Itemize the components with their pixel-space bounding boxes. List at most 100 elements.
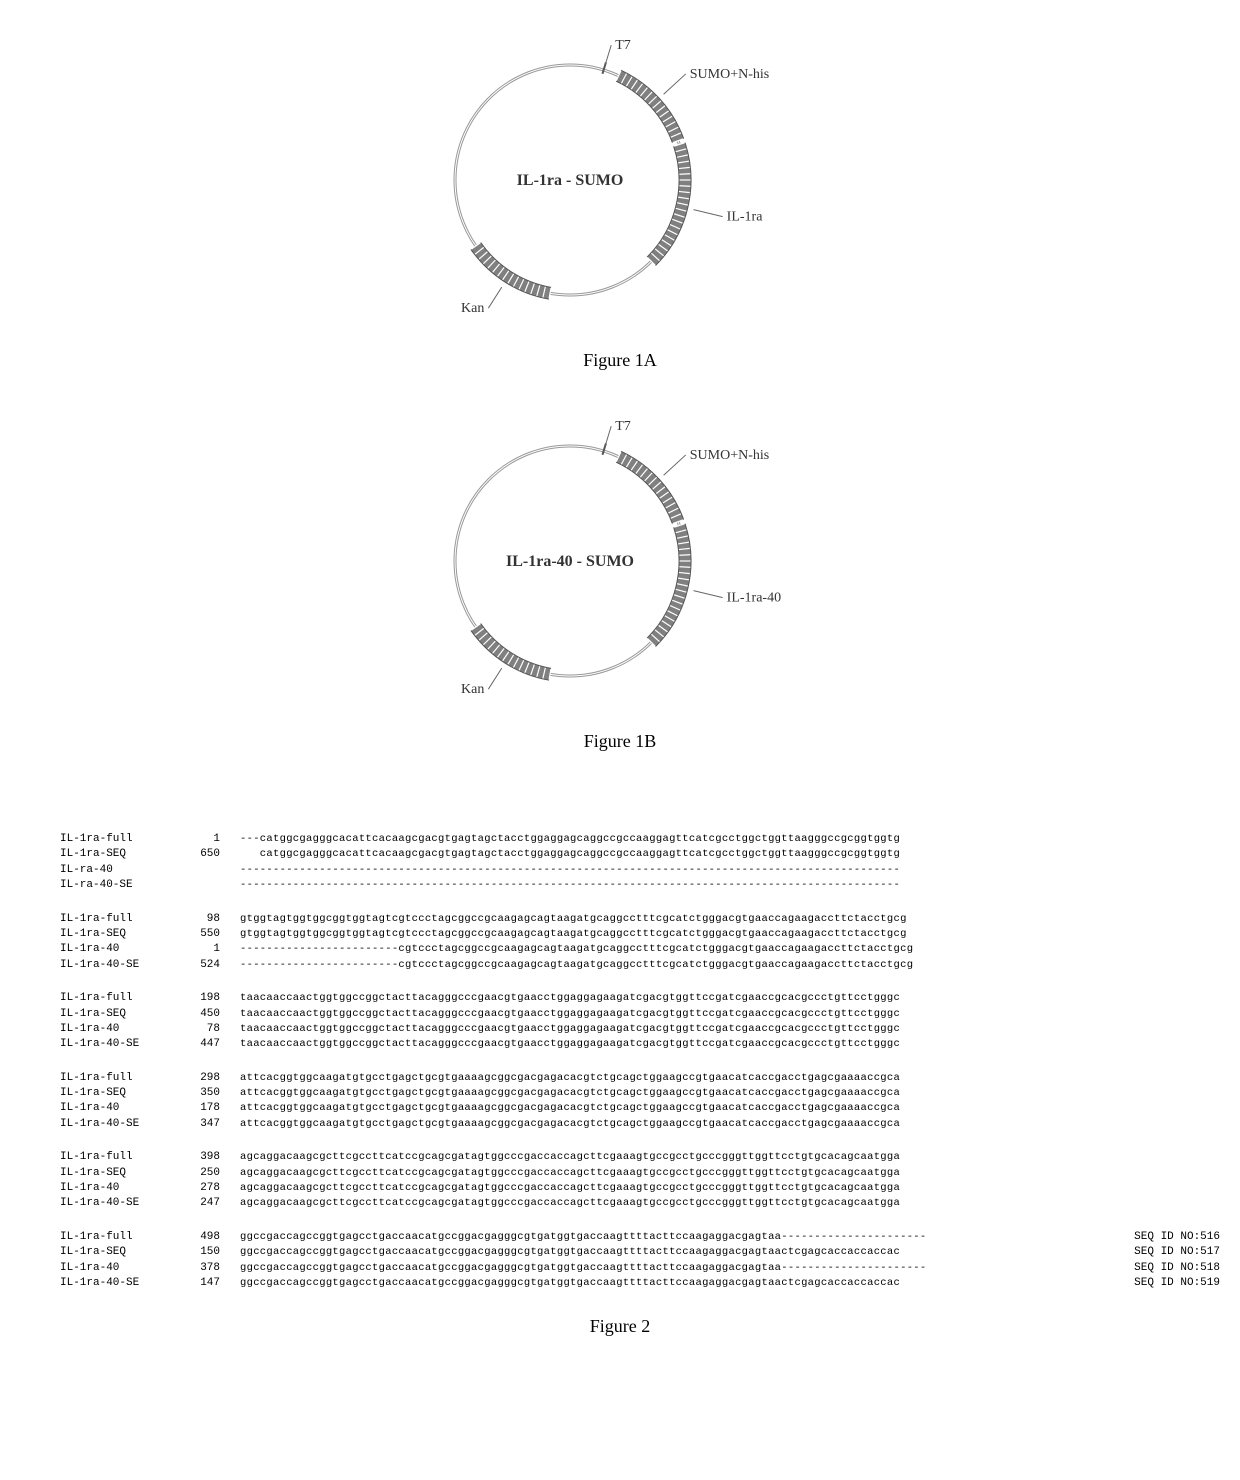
seq-id-label: SEQ ID NO:517 xyxy=(1126,1245,1220,1260)
sequence-row: IL-1ra-SEQ450taacaaccaactggtggccggctactt… xyxy=(60,1007,1220,1022)
svg-text:IL-1ra: IL-1ra xyxy=(727,210,764,225)
sequence-label: IL-1ra-full xyxy=(60,1230,170,1245)
sequence-label: IL-1ra-SEQ xyxy=(60,927,170,942)
figure-1a-caption: Figure 1A xyxy=(20,350,1220,371)
sequence-row: IL-1ra-full398agcaggacaagcgcttcgccttcatc… xyxy=(60,1150,1220,1165)
sequence-group: IL-1ra-full98gtggtagtggtggcggtggtagtcgtc… xyxy=(60,912,1220,974)
sequence-text: ------------------------cgtccctagcggccgc… xyxy=(240,958,1220,973)
sequence-row: IL-1ra-SEQ250agcaggacaagcgcttcgccttcatcc… xyxy=(60,1166,1220,1181)
sequence-row: IL-1ra-40-SE447taacaaccaactggtggccggctac… xyxy=(60,1037,1220,1052)
sequence-row: IL-1ra-40278agcaggacaagcgcttcgccttcatccg… xyxy=(60,1181,1220,1196)
sequence-row: IL-1ra-full498ggccgaccagccggtgagcctgacca… xyxy=(60,1230,1220,1245)
sequence-row: IL-1ra-SEQ650 catggcgagggcacattcacaagcga… xyxy=(60,847,1220,862)
sequence-row: IL-1ra-40378ggccgaccagccggtgagcctgaccaac… xyxy=(60,1261,1220,1276)
sequence-position: 278 xyxy=(170,1181,240,1196)
sequence-position: 650 xyxy=(170,847,240,862)
sequence-label: IL-1ra-40-SE xyxy=(60,1196,170,1211)
sequence-position: 247 xyxy=(170,1196,240,1211)
sequence-position: 250 xyxy=(170,1166,240,1181)
plasmid-1a-svg: T7 SUMO+N-his IL-1ra Kan IL-1ra - SUMO xyxy=(410,20,830,340)
sequence-group: IL-1ra-full498 ggccgaccagccggtgagcctgacca… xyxy=(60,1230,1220,1292)
sequence-row: IL-1ra-full298attcacggtggcaagatgtgcctgag… xyxy=(60,1071,1220,1086)
sequence-text: attcacggtggcaagatgtgcctgagctgcgtgaaaagcg… xyxy=(240,1101,1220,1116)
sequence-text: attcacggtggcaagatgtgcctgagctgcgtgaaaagcg… xyxy=(240,1117,1220,1132)
figure-2-caption: Figure 2 xyxy=(20,1316,1220,1337)
sequence-position: 447 xyxy=(170,1037,240,1052)
sequence-label: IL-ra-40-SE xyxy=(60,878,170,893)
sequence-text: ----------------------------------------… xyxy=(240,878,1220,893)
sequence-position: 524 xyxy=(170,958,240,973)
svg-text:Kan: Kan xyxy=(461,301,484,316)
sequence-label: IL-1ra-SEQ xyxy=(60,1086,170,1101)
sequence-text: gtggtagtggtggcggtggtagtcgtccctagcggccgca… xyxy=(240,927,1220,942)
sequence-text: attcacggtggcaagatgtgcctgagctgcgtgaaaagcg… xyxy=(240,1071,1220,1086)
sequence-alignment: IL-1ra-full1---catggcgagggcacattcacaagcg… xyxy=(60,832,1220,1291)
sequence-text: catggcgagggcacattcacaagcgacgtgagtagctacc… xyxy=(240,847,1220,862)
figure-1a-container: T7 SUMO+N-his IL-1ra Kan IL-1ra - SUMO Figur… xyxy=(20,20,1220,371)
sequence-row: IL-ra-40--------------------------------… xyxy=(60,863,1220,878)
sequence-position: 498 xyxy=(170,1230,240,1245)
svg-text:T7: T7 xyxy=(615,419,631,434)
sequence-row: IL-1ra-4078taacaaccaactggtggccggctacttac… xyxy=(60,1022,1220,1037)
sequence-group: IL-1ra-full398agcaggacaagcgcttcgccttcatc… xyxy=(60,1150,1220,1212)
sequence-label: IL-1ra-full xyxy=(60,991,170,1006)
sequence-label: IL-1ra-40-SE xyxy=(60,958,170,973)
sequence-position xyxy=(170,863,240,878)
sequence-position: 78 xyxy=(170,1022,240,1037)
sequence-label: IL-1ra-40 xyxy=(60,1101,170,1116)
sequence-position xyxy=(170,878,240,893)
sequence-text: taacaaccaactggtggccggctacttacagggcccgaac… xyxy=(240,1022,1220,1037)
sequence-label: IL-1ra-full xyxy=(60,832,170,847)
sequence-position: 147 xyxy=(170,1276,240,1291)
sequence-position: 450 xyxy=(170,1007,240,1022)
plasmid-name: IL-1ra - SUMO xyxy=(517,172,624,189)
sequence-label: IL-1ra-full xyxy=(60,1150,170,1165)
sequence-text: ----------------------------------------… xyxy=(240,863,1220,878)
sequence-group: IL-1ra-full298attcacggtggcaagatgtgcctgag… xyxy=(60,1071,1220,1133)
sequence-position: 1 xyxy=(170,832,240,847)
sequence-row: IL-ra-40-SE -----------------------------… xyxy=(60,878,1220,893)
sequence-text: gtggtagtggtggcggtggtagtcgtccctagcggccgca… xyxy=(240,912,1220,927)
sequence-label: IL-1ra-40 xyxy=(60,1181,170,1196)
sequence-row: IL-1ra-40178attcacggtggcaagatgtgcctgagct… xyxy=(60,1101,1220,1116)
sequence-text: agcaggacaagcgcttcgccttcatccgcagcgatagtgg… xyxy=(240,1181,1220,1196)
sequence-label: IL-1ra-40-SE xyxy=(60,1117,170,1132)
sequence-row: IL-1ra-SEQ550gtggtagtggtggcggtggtagtcgtc… xyxy=(60,927,1220,942)
sequence-group: IL-1ra-full198taacaaccaactggtggccggctact… xyxy=(60,991,1220,1053)
svg-text:T7: T7 xyxy=(615,38,631,53)
svg-text:SUMO+N-his: SUMO+N-his xyxy=(690,67,769,82)
sequence-position: 98 xyxy=(170,912,240,927)
sequence-group: IL-1ra-full1---catggcgagggcacattcacaagcg… xyxy=(60,832,1220,894)
seq-id-label: SEQ ID NO:518 xyxy=(1126,1261,1220,1276)
sequence-row: IL-1ra-full198taacaaccaactggtggccggctact… xyxy=(60,991,1220,1006)
sequence-position: 350 xyxy=(170,1086,240,1101)
sequence-label: IL-1ra-SEQ xyxy=(60,1245,170,1260)
sequence-label: IL-1ra-full xyxy=(60,912,170,927)
sequence-text: taacaaccaactggtggccggctacttacagggcccgaac… xyxy=(240,1037,1220,1052)
sequence-position: 347 xyxy=(170,1117,240,1132)
sequence-label: IL-1ra-40 xyxy=(60,1022,170,1037)
svg-text:IL-1ra-40: IL-1ra-40 xyxy=(727,591,781,606)
sequence-text: ggccgaccagccggtgagcctgaccaacatgccggacgag… xyxy=(240,1261,1126,1276)
svg-text:SUMO+N-his: SUMO+N-his xyxy=(690,448,769,463)
sequence-text: taacaaccaactggtggccggctacttacagggcccgaac… xyxy=(240,991,1220,1006)
sequence-text: taacaaccaactggtggccggctacttacagggcccgaac… xyxy=(240,1007,1220,1022)
sequence-position: 178 xyxy=(170,1101,240,1116)
sequence-text: ------------------------cgtccctagcggccgc… xyxy=(240,942,1220,957)
sequence-row: IL-1ra-full1---catggcgagggcacattcacaagcg… xyxy=(60,832,1220,847)
sequence-row: IL-1ra-401------------------------cgtccc… xyxy=(60,942,1220,957)
sequence-row: IL-1ra-full98gtggtagtggtggcggtggtagtcgtc… xyxy=(60,912,1220,927)
sequence-row: IL-1ra-SEQ150ggccgaccagccggtgagcctgaccaa… xyxy=(60,1245,1220,1260)
sequence-row: IL-1ra-40-SE247agcaggacaagcgcttcgccttcat… xyxy=(60,1196,1220,1211)
sequence-label: IL-1ra-SEQ xyxy=(60,1166,170,1181)
sequence-position: 1 xyxy=(170,942,240,957)
sequence-label: IL-1ra-40-SE xyxy=(60,1276,170,1291)
sequence-row: IL-1ra-40-SE347attcacggtggcaagatgtgcctga… xyxy=(60,1117,1220,1132)
sequence-text: attcacggtggcaagatgtgcctgagctgcgtgaaaagcg… xyxy=(240,1086,1220,1101)
figure-1b-container: T7SUMO+N-hisIL-1ra-40KanIL-1ra-40 - SUMO… xyxy=(20,401,1220,752)
sequence-label: IL-1ra-40 xyxy=(60,942,170,957)
sequence-label: IL-1ra-SEQ xyxy=(60,847,170,862)
figure-1b-caption: Figure 1B xyxy=(20,731,1220,752)
sequence-position: 550 xyxy=(170,927,240,942)
sequence-position: 378 xyxy=(170,1261,240,1276)
